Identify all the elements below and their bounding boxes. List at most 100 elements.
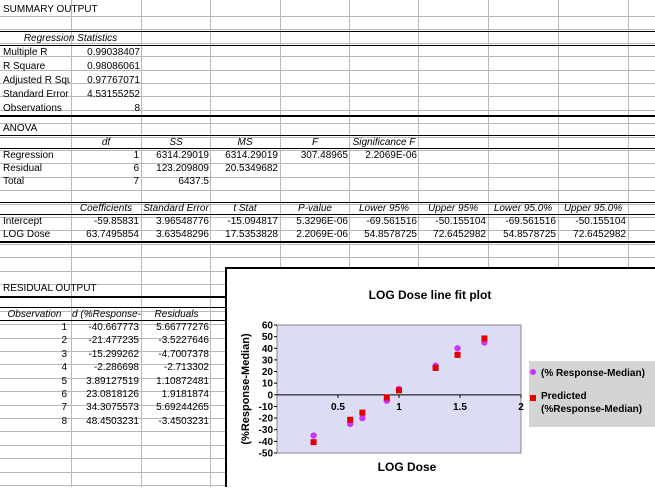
anova-value: 307.48965	[300, 150, 348, 161]
y-axis-title: (%Response-Median)	[240, 333, 252, 445]
anova-value: 2.2069E-06	[365, 150, 417, 161]
grid-col-line	[558, 0, 559, 487]
grid-row-line	[0, 150, 655, 151]
coef-header: Standard Error	[143, 203, 209, 214]
regstats-label: R Square	[3, 61, 46, 72]
coef-value: -15.094817	[227, 216, 278, 227]
predicted-point	[481, 335, 488, 342]
grid-row-line	[0, 96, 655, 97]
y-tick-label: -30	[259, 425, 274, 436]
residual-header: Observation	[7, 309, 62, 320]
y-tick-label: 0	[267, 390, 273, 401]
coef-value: 63.7495854	[86, 229, 139, 240]
regstats-label: Standard Error	[3, 89, 69, 100]
anova-value: 1	[133, 150, 139, 161]
residual-value: 5.69244265	[156, 402, 209, 414]
grid-row-line	[0, 43, 655, 44]
coef-row-label: Intercept	[3, 216, 42, 227]
coef-header: P-value	[298, 203, 332, 214]
regstats-value: 8	[134, 103, 140, 114]
coef-header-rule	[0, 214, 655, 215]
grid-row-line	[0, 70, 655, 71]
residual-value: 6	[61, 389, 67, 400]
response-point	[359, 414, 366, 422]
anova-value: 20.5349682	[225, 163, 278, 174]
regstats-value: 0.99038407	[87, 47, 140, 58]
grid-row-line	[0, 83, 655, 84]
predicted-point	[432, 364, 439, 371]
anova-value: 6	[133, 163, 139, 174]
legend-label-predicted: Predicted (%Response-Median)	[541, 391, 642, 415]
grid-row-line	[0, 110, 655, 111]
grid-row-line	[0, 204, 655, 205]
predicted-point	[310, 439, 317, 446]
summary-title: SUMMARY OUTPUT	[3, 4, 98, 15]
grid-col-line	[141, 0, 142, 487]
anova-row-label: Regression	[3, 150, 54, 161]
residual-header: d (%Response-	[72, 309, 141, 320]
y-tick-label: -20	[259, 414, 274, 425]
residual-value: -4.7007378	[158, 348, 209, 360]
coef-value: -59.85831	[93, 216, 139, 227]
anova-value: 6437.5	[178, 176, 209, 187]
y-tick-label: -10	[259, 402, 274, 413]
residual-value: 3.89127519	[86, 375, 139, 387]
section-bottom-rule	[0, 241, 655, 243]
coef-header: Lower 95%	[358, 203, 410, 214]
grid-col-line	[71, 0, 72, 487]
coef-row-label: LOG Dose	[3, 229, 51, 240]
residual-value: 7	[61, 402, 67, 414]
legend-label-response: (% Response-Median)	[541, 368, 645, 379]
anova-value	[211, 175, 278, 189]
residual-title: RESIDUAL OUTPUT	[3, 283, 97, 294]
regstats-header-rule	[0, 45, 655, 46]
residual-value: 4	[61, 362, 67, 374]
residual-value: 5.66777276	[156, 322, 209, 333]
grid-row-line	[0, 177, 655, 178]
residual-value: 2	[61, 335, 67, 347]
grid-col-line	[488, 0, 489, 487]
anova-value: 6314.29019	[225, 150, 278, 161]
anova-title: ANOVA	[3, 123, 38, 134]
grid-row-line	[0, 230, 655, 231]
coef-value: 5.3296E-06	[296, 216, 348, 227]
x-tick-label: 2	[518, 402, 524, 413]
residual-value: -3.4503231	[158, 415, 209, 427]
residual-value: 48.4503231	[86, 415, 139, 427]
residual-value: 34.3075573	[86, 402, 139, 414]
predicted-point	[359, 409, 366, 416]
predicted-point	[383, 394, 390, 401]
residual-value: 1	[61, 322, 67, 333]
y-tick-label: -50	[259, 449, 274, 460]
y-tick-label: 10	[262, 379, 274, 390]
residual-value: -21.477235	[88, 335, 139, 347]
chart-svg: LOG Dose line fit plot 6050403020100-10-2…	[240, 288, 655, 474]
coef-value: 17.5353828	[225, 229, 278, 240]
x-tick-label: 1.5	[453, 402, 467, 413]
anova-row-label: Residual	[3, 163, 42, 174]
residual-value: -2.713302	[163, 362, 209, 374]
coef-value: 2.2069E-06	[296, 229, 348, 240]
response-point	[454, 345, 461, 352]
line-fit-chart[interactable]: LOG Dose line fit plot 60 50 40 30 20 10 0 -10 -2…	[225, 267, 655, 487]
anova-header-rule	[0, 148, 655, 149]
coef-value: 54.8578725	[364, 229, 417, 240]
grid-col-line	[418, 0, 419, 487]
legend-box	[529, 361, 655, 427]
legend-marker-response	[530, 369, 536, 375]
regstats-value: 0.98086061	[87, 61, 140, 72]
anova-row-label: Total	[3, 176, 25, 187]
residual-value: -15.299262	[88, 348, 139, 360]
grid-col-line	[280, 0, 281, 487]
anova-top-rule	[0, 135, 655, 136]
y-tick-label: 50	[262, 332, 274, 343]
anova-value: 6314.29019	[156, 150, 209, 161]
x-tick-label: 1	[396, 402, 402, 413]
residual-value: -2.286698	[93, 362, 139, 374]
anova-header: Significance F	[352, 137, 416, 148]
regstats-value: 4.53155252	[87, 89, 140, 100]
grid-row-line	[0, 16, 655, 17]
anova-header: F	[311, 137, 319, 148]
coef-value: 72.6452982	[573, 229, 626, 240]
anova-value	[281, 175, 348, 189]
